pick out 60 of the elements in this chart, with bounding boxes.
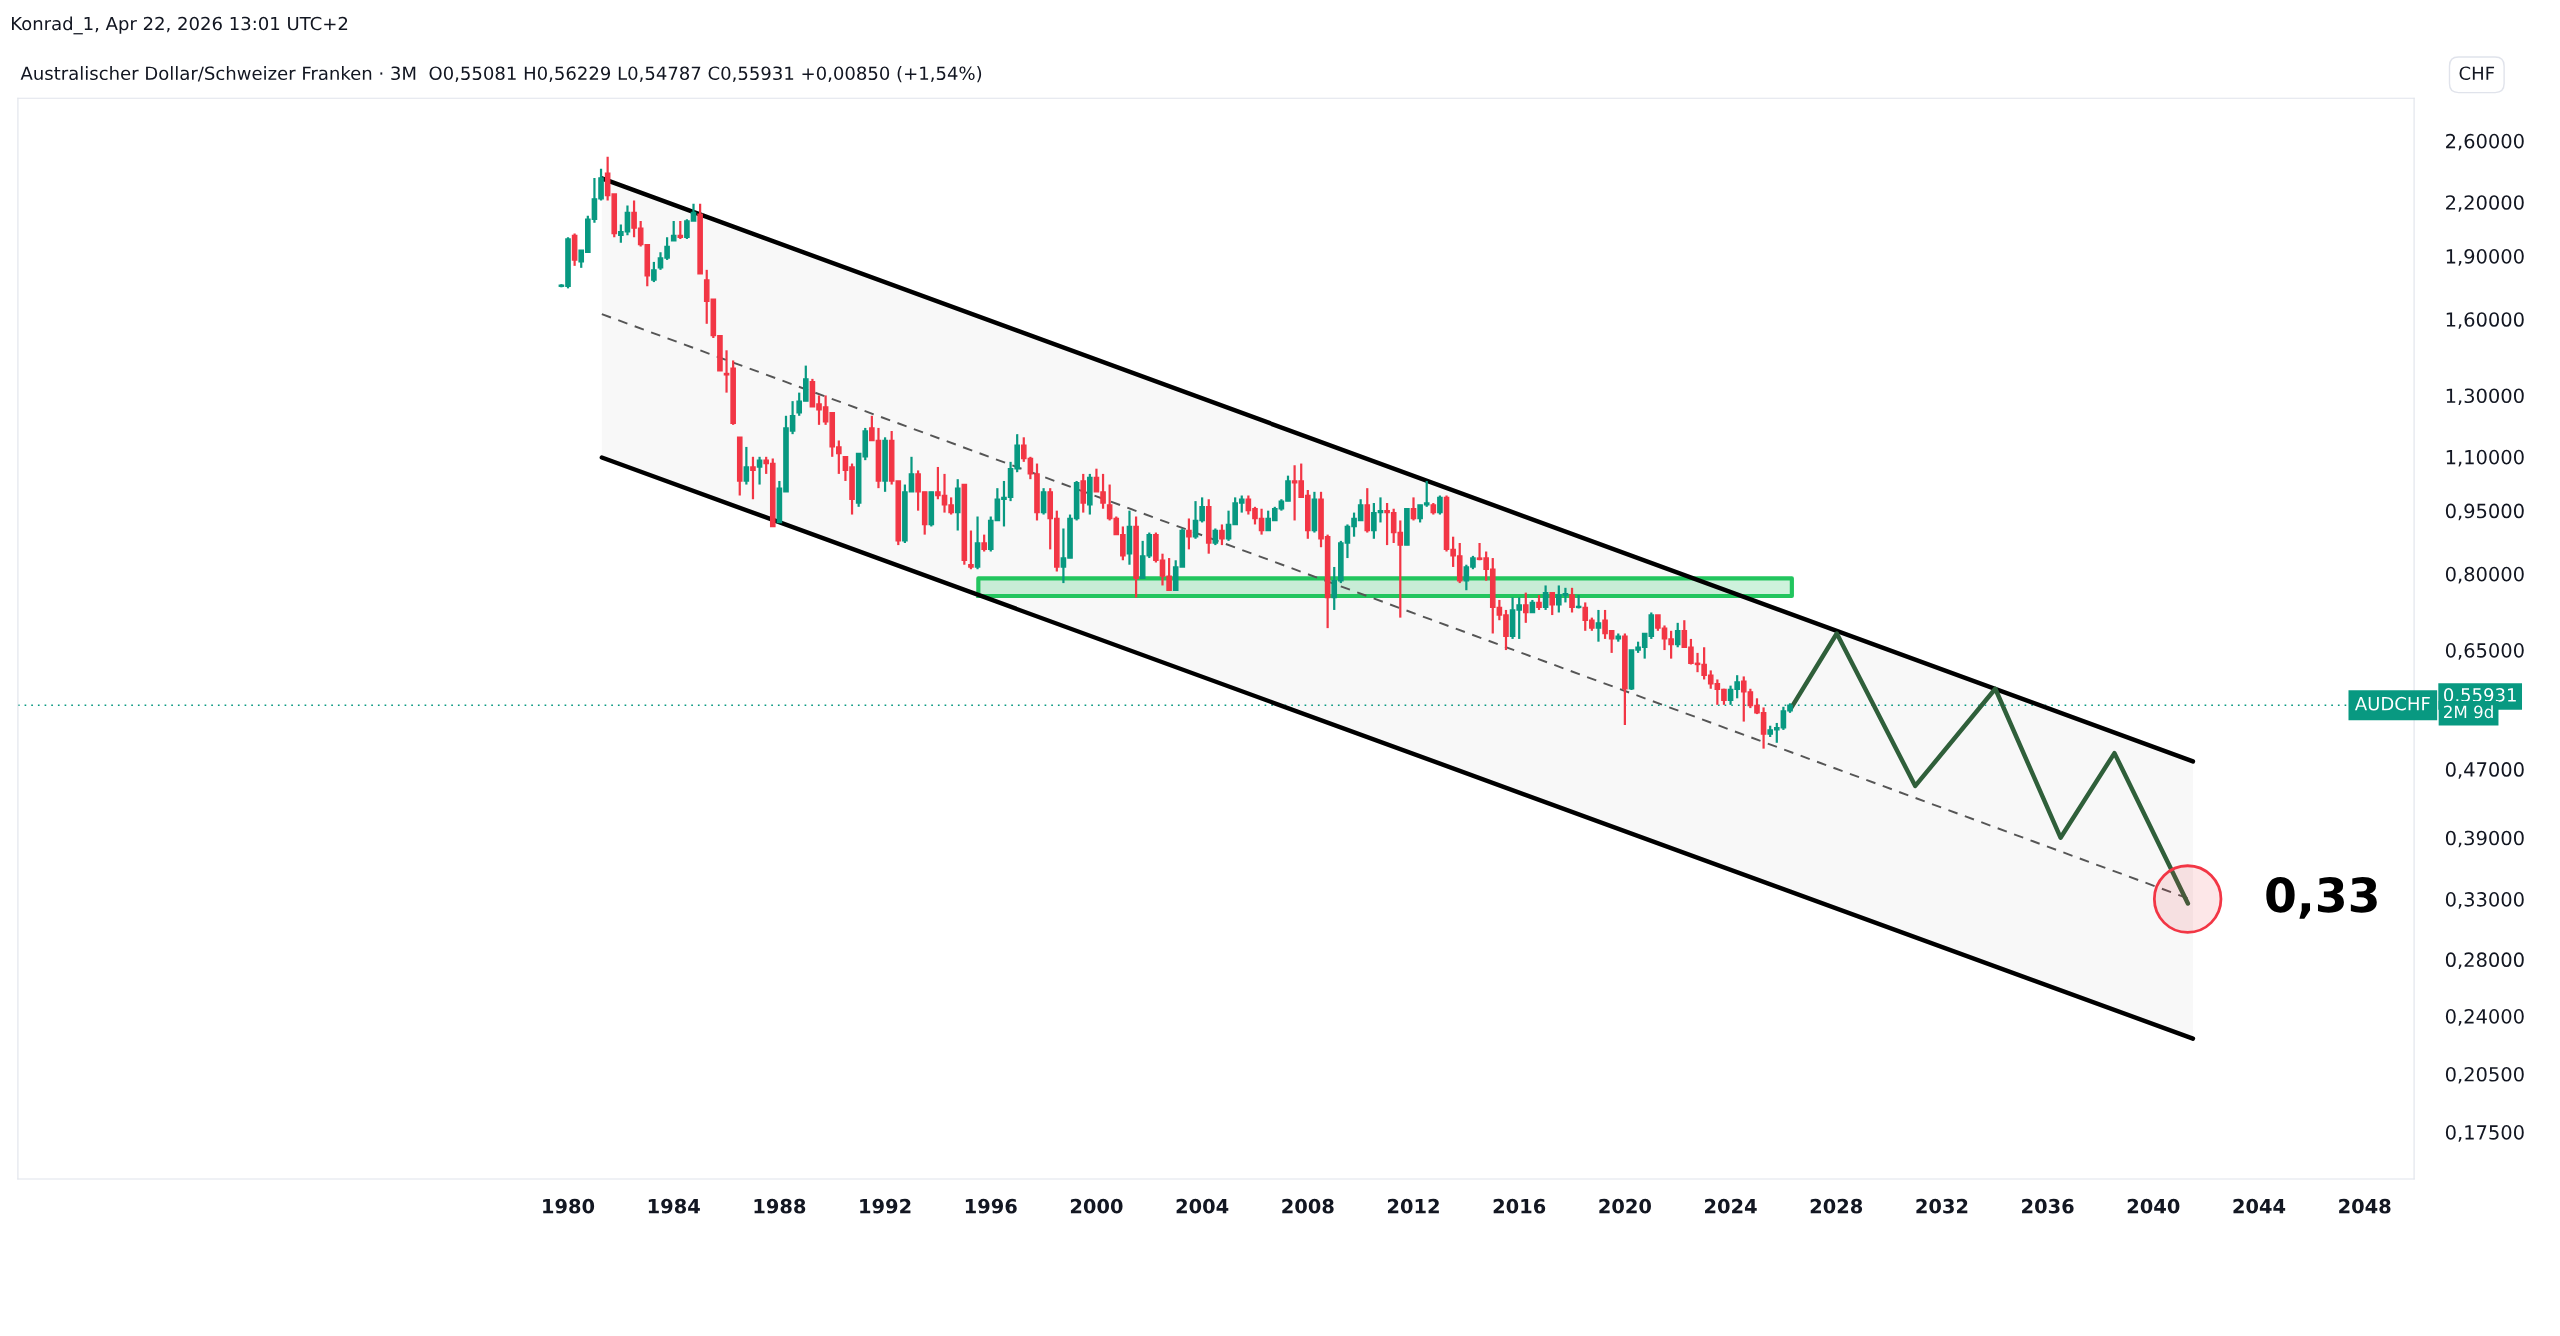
y-tick-label: 0,17500 [2445, 1125, 2524, 1142]
chart-subtitle: Australischer Dollar/Schweizer Franken · 3M O0,55081 H0,56229 L0,54787 C0,55931 +0,00850 (+1,54%) [20, 66, 982, 83]
candlestick [968, 529, 974, 571]
y-tick-label: 0,33000 [2445, 892, 2524, 909]
y-tick-label: 1,60000 [2446, 312, 2524, 329]
candlestick [1595, 608, 1602, 643]
candlestick [1219, 523, 1225, 547]
x-tick-label: 1988 [754, 1198, 806, 1214]
x-tick-label: 1996 [965, 1198, 1017, 1214]
candlestick [651, 260, 657, 284]
y-axis-title: CHF [2459, 66, 2495, 81]
x-tick-label: 2048 [2339, 1198, 2391, 1214]
candlestick [1549, 591, 1556, 617]
x-tick-label: 2000 [1070, 1198, 1123, 1214]
y-tick-label: 1,30000 [2446, 388, 2524, 406]
candlestick [1522, 591, 1529, 624]
y-tick-label: 0,24000 [2445, 1009, 2524, 1026]
y-tick-label: 2,20000 [2446, 195, 2524, 212]
candlestick [670, 219, 677, 243]
candlestick [1080, 472, 1087, 514]
candlestick [756, 455, 763, 486]
line-series [1788, 631, 2191, 906]
x-tick-label: 1980 [543, 1198, 595, 1214]
x-tick-label: 1984 [648, 1198, 700, 1214]
x-tick-label: 2028 [1810, 1198, 1863, 1214]
candlestick [1437, 494, 1443, 516]
x-tick-label: 2036 [2022, 1198, 2074, 1214]
x-tick-label: 2020 [1599, 1198, 1651, 1214]
y-tick-label: 0,47000 [2445, 762, 2524, 779]
x-tick-label: 2004 [1176, 1198, 1229, 1214]
x-tick-label: 2044 [2233, 1198, 2286, 1214]
chart-title: Konrad_1, Apr 22, 2026 13:01 UTC+2 [12, 16, 348, 35]
candlestick [743, 445, 750, 486]
y-tick-label: 0,28000 [2445, 952, 2524, 970]
candlestick [1569, 586, 1575, 614]
y-tick-label: 2,60000 [2446, 133, 2524, 151]
y-tick-label: 0,95000 [2445, 503, 2524, 521]
x-tick-label: 2024 [1705, 1198, 1757, 1214]
y-tick-label: 1,90000 [2446, 249, 2524, 266]
x-tick-label: 1992 [860, 1198, 911, 1214]
x-tick-label: 2040 [2127, 1198, 2180, 1214]
x-tick-label: 2012 [1387, 1198, 1439, 1214]
x-tick-label: 2032 [1916, 1198, 1968, 1214]
annotation: 0,33 [2266, 877, 2377, 919]
y-tick-label: 0,65000 [2445, 643, 2524, 660]
x-tick-label: 2016 [1493, 1198, 1546, 1214]
candlestick [1674, 621, 1681, 649]
candlestick [974, 515, 981, 571]
y-tick-label: 0,39000 [2445, 830, 2524, 848]
candlestick [1410, 496, 1417, 522]
text: 2M 9d [2444, 705, 2493, 719]
candlestick [1542, 584, 1549, 612]
x-tick-label: 2008 [1282, 1198, 1334, 1214]
y-tick-label: 0,80000 [2445, 566, 2524, 584]
y-tick-label: 1,10000 [2446, 449, 2524, 467]
candlestick [750, 455, 756, 501]
candlestick [1186, 517, 1192, 551]
candlestick [677, 219, 684, 241]
ref-line-label: AUDCHF [2354, 696, 2430, 711]
y-tick-label: 0,20500 [2445, 1066, 2524, 1084]
